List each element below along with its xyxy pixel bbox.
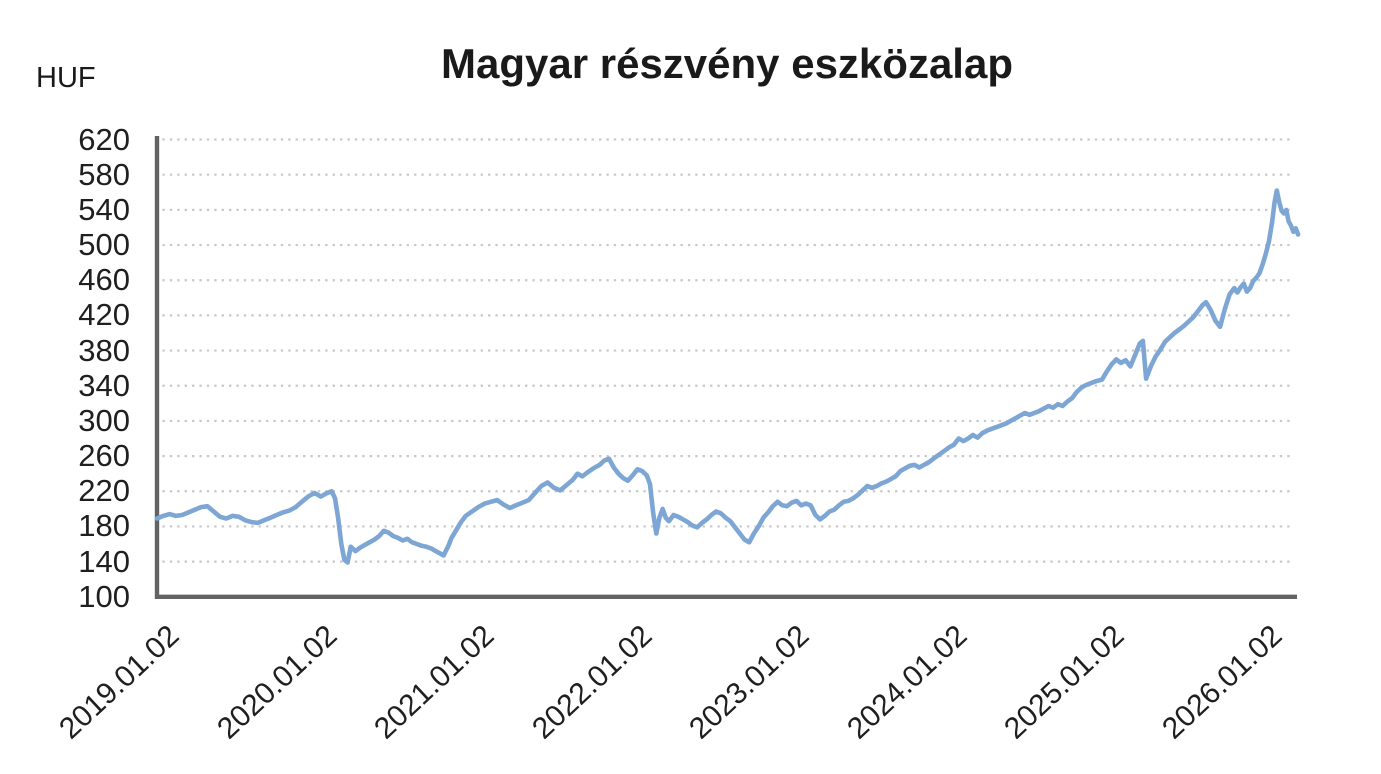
y-tick-label: 380 — [78, 332, 130, 368]
y-tick-label: 420 — [78, 297, 130, 333]
y-tick-label: 260 — [78, 438, 130, 474]
y-tick-label: 140 — [78, 543, 130, 579]
y-tick-label: 180 — [78, 508, 130, 544]
y-tick-label: 460 — [78, 262, 130, 298]
y-axis-unit-label: HUF — [36, 62, 96, 94]
y-tick-label: 300 — [78, 402, 130, 438]
y-tick-label: 220 — [78, 473, 130, 509]
y-tick-label: 340 — [78, 367, 130, 403]
axis-lines — [154, 136, 1297, 599]
price-line — [154, 188, 1301, 565]
y-tick-label: 500 — [78, 227, 130, 263]
y-tick-label: 100 — [78, 578, 130, 614]
y-tick-label: 580 — [78, 156, 130, 192]
y-tick-label: 540 — [78, 191, 130, 227]
chart-title: Magyar részvény eszközalap — [441, 40, 1013, 87]
y-tick-label: 620 — [78, 121, 130, 157]
